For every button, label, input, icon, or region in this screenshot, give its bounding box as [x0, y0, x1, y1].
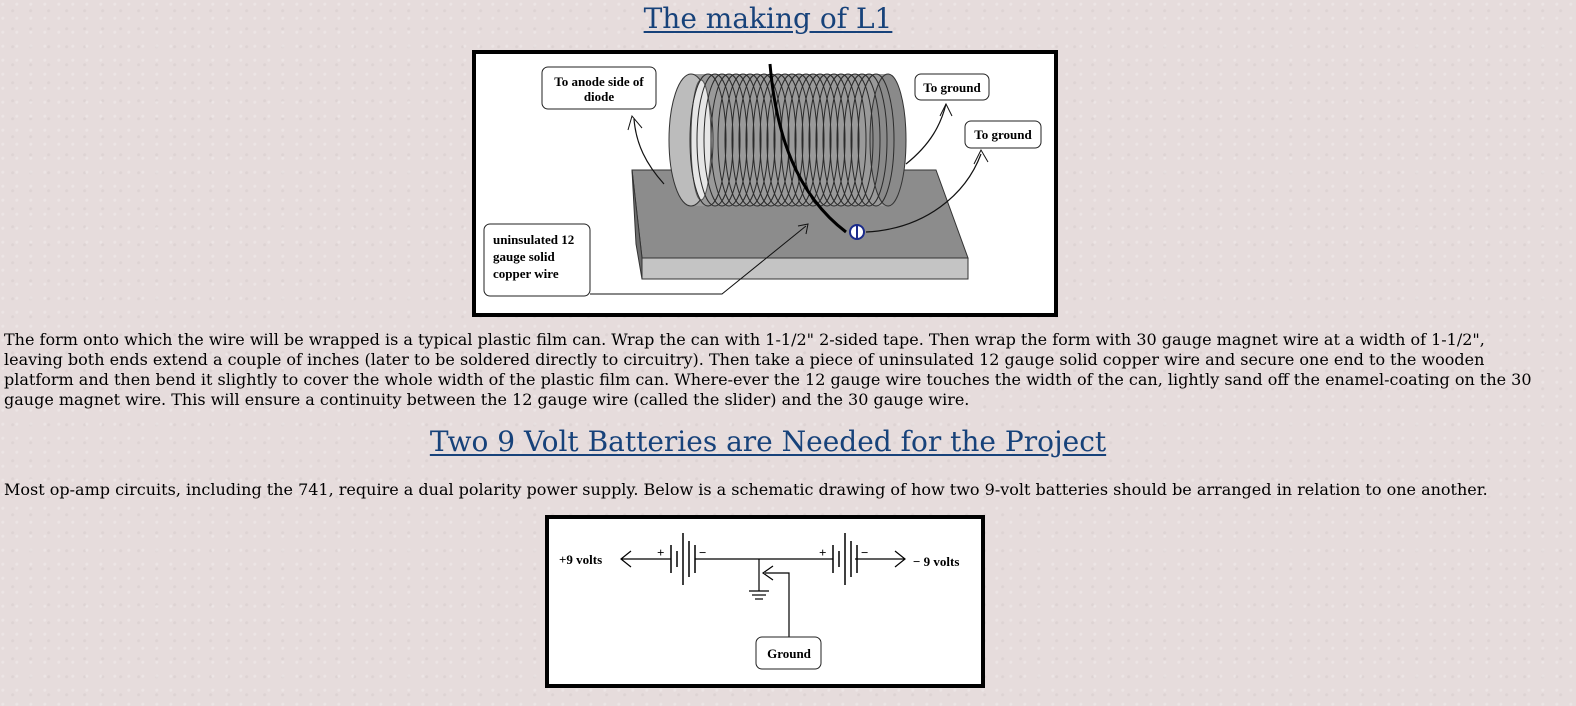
- coil-winding: [731, 73, 769, 207]
- coil-winding: [689, 73, 727, 207]
- ground-lead-1: [905, 103, 947, 165]
- ground-label-box: [755, 636, 822, 670]
- coil-diagram: To anode side of diode To ground To grou…: [472, 50, 1058, 317]
- anode-label-box: [541, 66, 657, 110]
- coil-winding: [794, 73, 832, 207]
- wire-label-line3: copper wire: [493, 266, 559, 281]
- anode-label-line2: diode: [584, 89, 615, 104]
- minus-sign-left: −: [699, 545, 706, 560]
- coil-end-right: [869, 73, 907, 207]
- anode-arrow: [627, 114, 643, 131]
- coil-winding: [836, 73, 874, 207]
- coil-winding: [738, 73, 776, 207]
- ground-label-box-2: [964, 120, 1042, 149]
- coil-winding: [696, 73, 734, 207]
- ground-label-2: To ground: [974, 127, 1032, 142]
- coil-winding: [787, 73, 825, 207]
- coil-winding: [710, 73, 748, 207]
- ground-arrow-1: [939, 102, 953, 117]
- page-title: The making of L1: [643, 2, 893, 35]
- coil-windings: [689, 73, 895, 207]
- wire-pointer: [590, 225, 807, 295]
- wire-label-line1: uninsulated 12: [493, 232, 574, 247]
- minus-sign-right: −: [861, 545, 868, 560]
- battery-left: [670, 533, 696, 585]
- coil-winding: [759, 73, 797, 207]
- coil-illustration: To anode side of diode To ground To grou…: [483, 63, 1042, 297]
- coil-winding: [829, 73, 867, 207]
- minus-9-volts-label: − 9 volts: [913, 554, 959, 569]
- coil-winding: [808, 73, 846, 207]
- anode-label-line1: To anode side of: [554, 74, 644, 89]
- battery-schematic: + − + − +9 volts − 9 volts Ground: [545, 515, 985, 688]
- slider-wire: [768, 63, 847, 234]
- coil-winding: [843, 73, 881, 207]
- wire-pointer-arrow: [797, 223, 809, 235]
- platform-front: [641, 257, 969, 280]
- coil-winding: [766, 73, 804, 207]
- plus-9-volts-label: +9 volts: [559, 552, 602, 567]
- coil-winding: [717, 73, 755, 207]
- section-heading-batteries: Two 9 Volt Batteries are Needed for the …: [429, 425, 1107, 458]
- wire-label-box: [483, 223, 591, 297]
- coil-winding: [815, 73, 853, 207]
- schematic-drawing: + − + − +9 volts − 9 volts Ground: [559, 533, 959, 670]
- coil-winding: [773, 73, 811, 207]
- coil-winding: [850, 73, 888, 207]
- battery-description: Most op-amp circuits, including the 741,…: [4, 480, 1488, 499]
- coil-winding: [857, 73, 895, 207]
- anode-lead: [633, 118, 665, 185]
- coil-winding: [703, 73, 741, 207]
- coil-winding: [822, 73, 860, 207]
- ground-label-1: To ground: [923, 80, 981, 95]
- plus-sign-left: +: [657, 545, 664, 560]
- coil-winding: [745, 73, 783, 207]
- battery-right: [832, 533, 858, 585]
- ground-label-box-1: [914, 73, 990, 101]
- coil-winding: [724, 73, 762, 207]
- platform-side: [631, 169, 643, 280]
- ground-label: Ground: [767, 646, 812, 661]
- coil-winding: [780, 73, 818, 207]
- coil-instructions: The form onto which the wire will be wra…: [4, 330, 1532, 409]
- wire-label-line2: gauge solid: [493, 249, 556, 264]
- schematic-wires: [620, 550, 906, 637]
- plus-sign-right: +: [819, 545, 826, 560]
- ground-lead-2: [865, 153, 982, 233]
- ground-arrow-2: [973, 148, 989, 165]
